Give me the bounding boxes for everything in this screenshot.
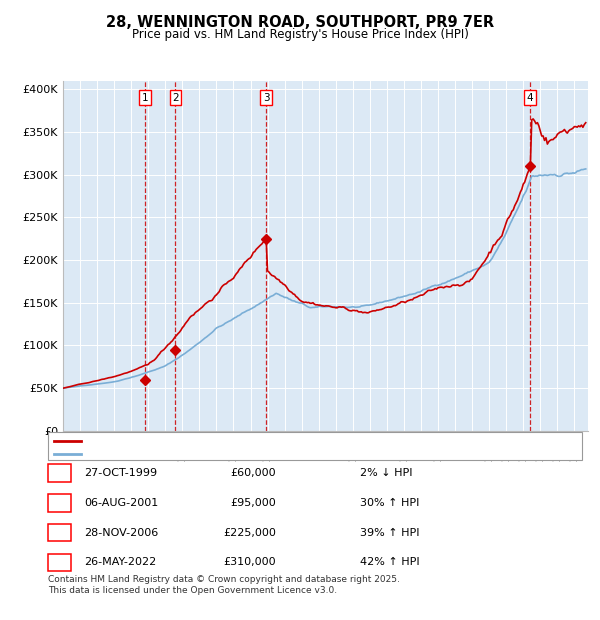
- Text: 27-OCT-1999: 27-OCT-1999: [84, 468, 157, 478]
- Text: £95,000: £95,000: [230, 498, 276, 508]
- Text: Contains HM Land Registry data © Crown copyright and database right 2025.: Contains HM Land Registry data © Crown c…: [48, 575, 400, 584]
- Text: This data is licensed under the Open Government Licence v3.0.: This data is licensed under the Open Gov…: [48, 586, 337, 595]
- Text: 1: 1: [142, 92, 148, 103]
- Text: 3: 3: [56, 528, 63, 538]
- Text: 2: 2: [172, 92, 179, 103]
- Text: £225,000: £225,000: [223, 528, 276, 538]
- Text: Price paid vs. HM Land Registry's House Price Index (HPI): Price paid vs. HM Land Registry's House …: [131, 28, 469, 41]
- Text: 42% ↑ HPI: 42% ↑ HPI: [360, 557, 419, 567]
- Text: HPI: Average price, semi-detached house, Sefton: HPI: Average price, semi-detached house,…: [87, 449, 331, 459]
- Text: £310,000: £310,000: [223, 557, 276, 567]
- Text: 28, WENNINGTON ROAD, SOUTHPORT, PR9 7ER (semi-detached house): 28, WENNINGTON ROAD, SOUTHPORT, PR9 7ER …: [87, 436, 442, 446]
- Text: 26-MAY-2022: 26-MAY-2022: [84, 557, 156, 567]
- Text: 3: 3: [263, 92, 269, 103]
- Text: 30% ↑ HPI: 30% ↑ HPI: [360, 498, 419, 508]
- Text: 28, WENNINGTON ROAD, SOUTHPORT, PR9 7ER: 28, WENNINGTON ROAD, SOUTHPORT, PR9 7ER: [106, 15, 494, 30]
- Text: £60,000: £60,000: [230, 468, 276, 478]
- Text: 1: 1: [56, 468, 63, 478]
- Text: 28-NOV-2006: 28-NOV-2006: [84, 528, 158, 538]
- Text: 2: 2: [56, 498, 63, 508]
- Text: 2% ↓ HPI: 2% ↓ HPI: [360, 468, 413, 478]
- Text: 06-AUG-2001: 06-AUG-2001: [84, 498, 158, 508]
- Text: 4: 4: [527, 92, 533, 103]
- Text: 39% ↑ HPI: 39% ↑ HPI: [360, 528, 419, 538]
- Text: 4: 4: [56, 557, 63, 567]
